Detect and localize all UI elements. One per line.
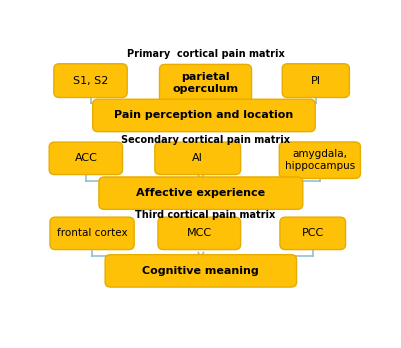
Text: MCC: MCC — [187, 228, 212, 238]
Text: ACC: ACC — [75, 153, 97, 163]
Text: Third cortical pain matrix: Third cortical pain matrix — [136, 209, 275, 220]
Text: amygdala,
hippocampus: amygdala, hippocampus — [285, 149, 355, 171]
Text: S1, S2: S1, S2 — [73, 76, 108, 86]
Text: Primary  cortical pain matrix: Primary cortical pain matrix — [127, 49, 284, 59]
FancyBboxPatch shape — [50, 217, 134, 250]
Text: Cognitive meaning: Cognitive meaning — [142, 266, 259, 276]
FancyBboxPatch shape — [105, 255, 297, 287]
Text: PCC: PCC — [302, 228, 324, 238]
Text: AI: AI — [192, 153, 203, 163]
Text: parietal
operculum: parietal operculum — [172, 72, 239, 94]
FancyBboxPatch shape — [155, 142, 241, 175]
Text: Secondary cortical pain matrix: Secondary cortical pain matrix — [121, 135, 290, 144]
Text: Pain perception and location: Pain perception and location — [114, 110, 294, 120]
FancyBboxPatch shape — [49, 142, 123, 175]
FancyBboxPatch shape — [99, 177, 303, 209]
FancyBboxPatch shape — [54, 64, 127, 97]
FancyBboxPatch shape — [158, 217, 241, 250]
FancyBboxPatch shape — [279, 142, 360, 179]
FancyBboxPatch shape — [282, 64, 349, 97]
Text: PI: PI — [311, 76, 321, 86]
FancyBboxPatch shape — [160, 64, 251, 102]
Text: Affective experience: Affective experience — [136, 188, 265, 198]
Text: frontal cortex: frontal cortex — [57, 228, 128, 238]
FancyBboxPatch shape — [93, 99, 315, 132]
FancyBboxPatch shape — [280, 217, 346, 250]
